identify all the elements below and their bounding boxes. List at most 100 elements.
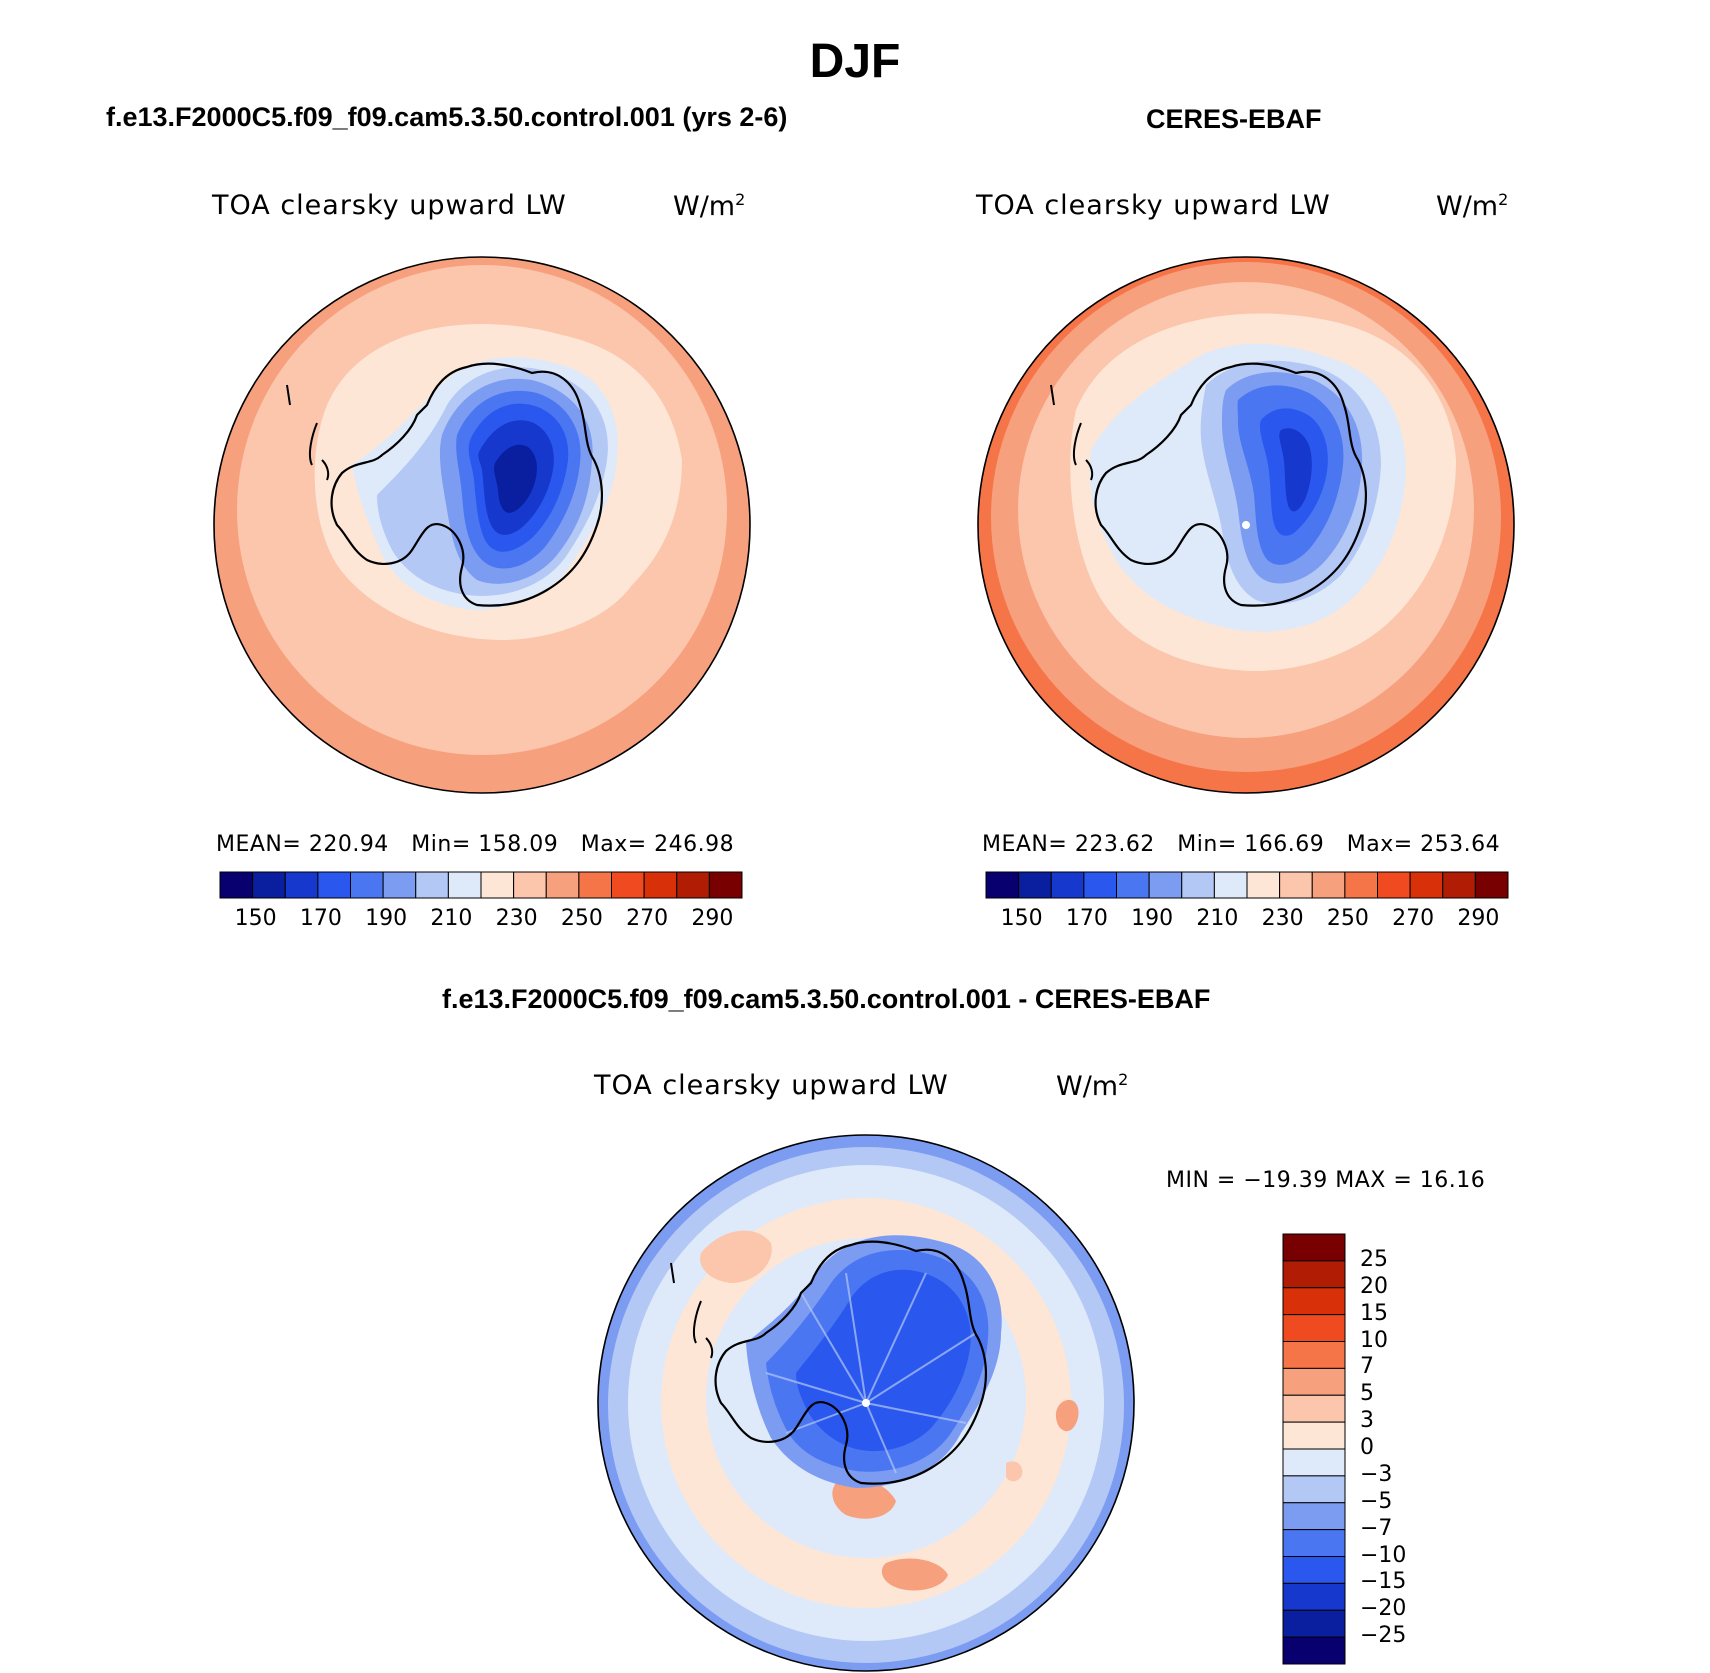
- model-variable-label: TOA clearsky upward LW: [212, 190, 567, 221]
- model-colorbar-bin: [219, 871, 254, 899]
- obs-antarctica-coastline: [1094, 362, 1368, 607]
- obs-colorbar-tick: 290: [1457, 906, 1500, 931]
- diff-colorbar-bin: [1282, 1475, 1346, 1504]
- diff-panel-heading: f.e13.F2000C5.f09_f09.cam5.3.50.control.…: [442, 984, 1211, 1014]
- diff-colorbar-tick: 10: [1360, 1327, 1388, 1353]
- obs-colorbar-bin: [1474, 871, 1509, 899]
- model-colorbar-bin: [578, 871, 612, 899]
- obs-colorbar-tick: 230: [1261, 906, 1304, 931]
- diff-colorbar-tick: 25: [1360, 1246, 1388, 1272]
- model-panel-heading: f.e13.F2000C5.f09_f09.cam5.3.50.control.…: [106, 102, 788, 132]
- obs-colorbar-bin: [1311, 871, 1346, 899]
- model-colorbar-bin: [708, 871, 743, 899]
- obs-colorbar-bin: [1148, 871, 1183, 899]
- diff-colorbar-bin: [1282, 1556, 1346, 1584]
- obs-panel-heading: CERES-EBAF: [1146, 104, 1322, 134]
- diff-colorbar-tick: −25: [1360, 1623, 1407, 1649]
- obs-colorbar-bin: [1442, 871, 1476, 899]
- diff-colorbar-bin: [1282, 1609, 1346, 1638]
- diff-colorbar-tick: 20: [1360, 1273, 1388, 1299]
- model-colorbar-tick: 290: [691, 906, 734, 931]
- model-colorbar-bin: [513, 871, 547, 899]
- obs-colorbar-bin: [1377, 871, 1411, 899]
- obs-colorbar-bin: [1083, 871, 1117, 899]
- obs-peninsula-coast: [1050, 384, 1094, 481]
- obs-colorbar-bin: [1409, 871, 1444, 899]
- obs-pole-marker: [1242, 521, 1250, 529]
- model-colorbar-ticks: 150 170 190 210 230 250 270 290: [220, 906, 742, 936]
- model-colorbar-tick: 230: [495, 906, 538, 931]
- obs-polar-map: [977, 256, 1515, 794]
- diff-colorbar: [1282, 1233, 1346, 1665]
- model-colorbar-tick: 170: [299, 906, 342, 931]
- model-colorbar-tick: 210: [430, 906, 473, 931]
- diff-colorbar-bin: [1282, 1582, 1346, 1611]
- diff-colorbar-tick: 5: [1360, 1381, 1374, 1407]
- model-polar-map: [213, 256, 751, 794]
- model-colorbar-bin: [447, 871, 482, 899]
- obs-colorbar-tick: 270: [1392, 906, 1435, 931]
- diff-antarctica-coastline: [714, 1240, 988, 1485]
- obs-colorbar-bin: [1344, 871, 1378, 899]
- obs-colorbar-bin: [1018, 871, 1052, 899]
- model-colorbar-bin: [284, 871, 319, 899]
- diff-colorbar-bin: [1282, 1529, 1346, 1557]
- obs-map-border: [977, 256, 1515, 794]
- diff-colorbar-tick: −20: [1360, 1596, 1407, 1622]
- diff-colorbar-bin: [1282, 1233, 1346, 1262]
- diff-colorbar-bin: [1282, 1314, 1346, 1342]
- diff-variable-label: TOA clearsky upward LW: [594, 1070, 949, 1101]
- diff-colorbar-tick: 3: [1360, 1408, 1374, 1434]
- diff-colorbar-bin: [1282, 1394, 1346, 1423]
- obs-colorbar-tick: 170: [1065, 906, 1108, 931]
- obs-colorbar: [985, 871, 1509, 899]
- obs-colorbar-tick: 250: [1326, 906, 1369, 931]
- obs-colorbar-ticks: 150 170 190 210 230 250 270 290: [986, 906, 1508, 936]
- diff-colorbar-bin: [1282, 1341, 1346, 1369]
- obs-colorbar-tick: 150: [1000, 906, 1043, 931]
- model-colorbar-tick: 150: [234, 906, 277, 931]
- diff-colorbar-tick: −7: [1360, 1515, 1393, 1541]
- diff-colorbar-tick: −15: [1360, 1569, 1407, 1595]
- diff-minmax: MIN = −19.39 MAX = 16.16: [1166, 1168, 1486, 1193]
- obs-colorbar-bin: [1050, 871, 1085, 899]
- obs-colorbar-bin: [1213, 871, 1248, 899]
- model-colorbar-bin: [415, 871, 449, 899]
- model-colorbar-bin: [611, 871, 645, 899]
- diff-colorbar-bin: [1282, 1260, 1346, 1289]
- diff-colorbar-bin: [1282, 1448, 1346, 1477]
- obs-colorbar-tick: 190: [1131, 906, 1174, 931]
- main-title: DJF: [809, 35, 901, 88]
- diff-units-label: W/m2: [1056, 1070, 1129, 1102]
- model-colorbar-bin: [545, 871, 580, 899]
- obs-variable-label: TOA clearsky upward LW: [976, 190, 1331, 221]
- model-colorbar-bin: [382, 871, 417, 899]
- diff-colorbar-tick: 15: [1360, 1300, 1388, 1326]
- diff-polar-map: [597, 1134, 1135, 1672]
- obs-colorbar-tick: 210: [1196, 906, 1239, 931]
- model-colorbar: [219, 871, 743, 899]
- obs-colorbar-bin: [1279, 871, 1313, 899]
- model-colorbar-bin: [676, 871, 710, 899]
- model-peninsula-coast: [286, 384, 330, 481]
- model-colorbar-bin: [317, 871, 351, 899]
- model-stats: MEAN= 220.94 Min= 158.09 Max= 246.98: [216, 832, 735, 857]
- model-field: [214, 257, 750, 793]
- obs-colorbar-bin: [1116, 871, 1150, 899]
- obs-colorbar-bin: [985, 871, 1020, 899]
- model-colorbar-tick: 270: [626, 906, 669, 931]
- model-antarctica-coastline: [330, 362, 604, 607]
- model-colorbar-bin: [480, 871, 515, 899]
- diff-colorbar-bin: [1282, 1367, 1346, 1396]
- obs-colorbar-bin: [1181, 871, 1215, 899]
- diff-radial-streaks: [765, 1272, 977, 1474]
- diff-colorbar-bin: [1282, 1287, 1346, 1316]
- obs-colorbar-bin: [1246, 871, 1281, 899]
- diff-colorbar-bin: [1282, 1421, 1346, 1450]
- diff-colorbar-ticks: 25 20 15 10 7 5 3 0 −3 −5 −7 −10 −15 −20 −25: [1360, 1233, 1440, 1665]
- model-colorbar-bin: [252, 871, 286, 899]
- obs-stats: MEAN= 223.62 Min= 166.69 Max= 253.64: [982, 832, 1501, 857]
- model-units-label: W/m2: [673, 190, 746, 222]
- diff-peninsula-coast: [670, 1262, 714, 1359]
- diff-colorbar-tick: −5: [1360, 1488, 1393, 1514]
